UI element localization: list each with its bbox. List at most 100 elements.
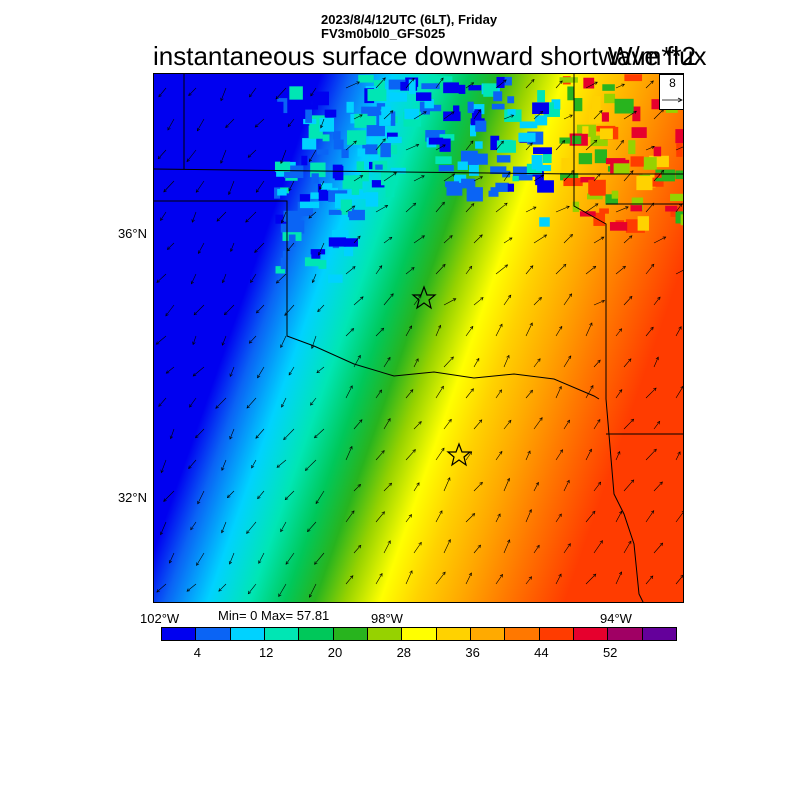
wind-arrow-head [192,373,197,377]
wind-arrow-head [559,80,563,84]
cloud-patch [277,189,287,196]
wind-arrow [593,236,605,244]
wind-arrow-head [657,296,661,301]
wind-arrow [555,140,565,151]
wind-arrow-head [470,388,474,392]
wind-arrow [192,366,205,377]
wind-arrow-head [388,482,393,487]
wind-arrow [353,355,361,368]
wind-arrow-head [537,358,541,362]
cloud-patch [334,165,344,181]
wind-arrow-head [452,298,457,302]
wind-arrow-head [283,436,287,441]
wind-arrow-head [309,158,313,163]
wind-arrow-head [246,530,250,534]
wind-arrow [585,573,597,585]
cloud-patch [305,109,312,123]
cloud-patch [310,192,319,199]
wind-arrow-head [158,403,162,407]
wind-arrow-head [498,389,502,393]
wind-arrow [309,583,317,598]
wind-arrow [533,417,543,430]
wind-arrow [533,297,542,306]
wind-arrow-head [589,322,593,326]
wind-arrow [160,211,167,221]
cloud-patch [675,170,683,180]
cloud-patch [535,164,552,172]
wind-arrow [465,451,472,461]
wind-arrow-head [561,140,566,144]
date-header: 2023/8/4/12UTC (6LT), Friday [321,12,498,27]
cloud-patch [591,96,601,110]
wind-arrow [465,513,475,523]
wind-arrow-head [528,509,532,513]
wind-arrow [623,419,634,430]
wind-arrow-head [650,510,655,514]
wind-arrow-head [508,237,513,241]
wind-arrow [623,170,634,182]
wind-arrow [555,386,562,399]
cloud-patch [583,77,595,89]
wind-arrow [158,87,167,98]
wind-arrow-head [352,266,356,270]
wind-arrow-head [156,589,160,593]
wind-arrow-head [559,325,563,330]
wind-arrow-head [280,344,284,349]
wind-arrow [563,480,570,492]
wind-arrow [443,477,451,492]
wind-arrow-head [288,187,292,192]
cloud-patch [614,98,634,114]
wind-arrow-head [506,354,510,359]
wind-arrow-head [393,172,397,176]
cloud-patch [675,211,683,224]
wind-arrow [525,142,533,151]
wind-arrow-head [189,404,193,408]
colorbar-segment [333,628,368,640]
wind-arrow [345,510,355,523]
wind-arrow-head [650,80,654,84]
wind-arrow-head [439,510,443,514]
cloud-patch [599,128,613,140]
wind-arrow-head [169,435,174,440]
wind-arrow-head [528,576,532,580]
wind-arrow-head [628,540,632,545]
wind-arrow [288,366,295,376]
wind-arrow [593,540,603,554]
cloud-patch [535,172,544,186]
wind-arrow [555,326,563,337]
wind-arrow [405,514,412,523]
cloud-patch [381,106,391,121]
wind-arrow-head [357,235,361,240]
wind-arrow [156,335,167,345]
wind-arrow-head [680,385,683,390]
wind-arrow [375,328,384,337]
wind-arrow [345,81,360,89]
wind-arrow [280,521,287,532]
wind-arrow [405,389,414,399]
wind-arrow [443,298,456,306]
wind-arrow [167,118,175,131]
colorbar-tick-label: 44 [534,645,549,660]
cloud-patch [490,135,500,151]
wind-arrow-head [476,357,480,362]
wind-arrow [525,509,532,523]
wind-arrow [227,490,235,498]
wind-arrow [375,450,385,461]
wind-arrow-head [349,445,353,450]
wind-arrow-head [470,82,475,86]
wind-arrow-head [225,124,229,128]
cloud-patch [361,106,381,117]
colorbar-segment [402,628,437,640]
wind-arrow [170,428,175,439]
wind-arrow-head [188,92,192,97]
wind-arrow-head [479,234,483,238]
wind-arrow-head [319,186,323,190]
wind-arrow [465,140,474,151]
wind-arrow [405,267,415,275]
wind-arrow-head [382,77,386,81]
wind-arrow [375,265,383,275]
wind-arrow [317,304,325,312]
wind-arrow-head [408,325,412,329]
wind-arrow [435,325,441,337]
wind-arrow-head [223,311,228,316]
